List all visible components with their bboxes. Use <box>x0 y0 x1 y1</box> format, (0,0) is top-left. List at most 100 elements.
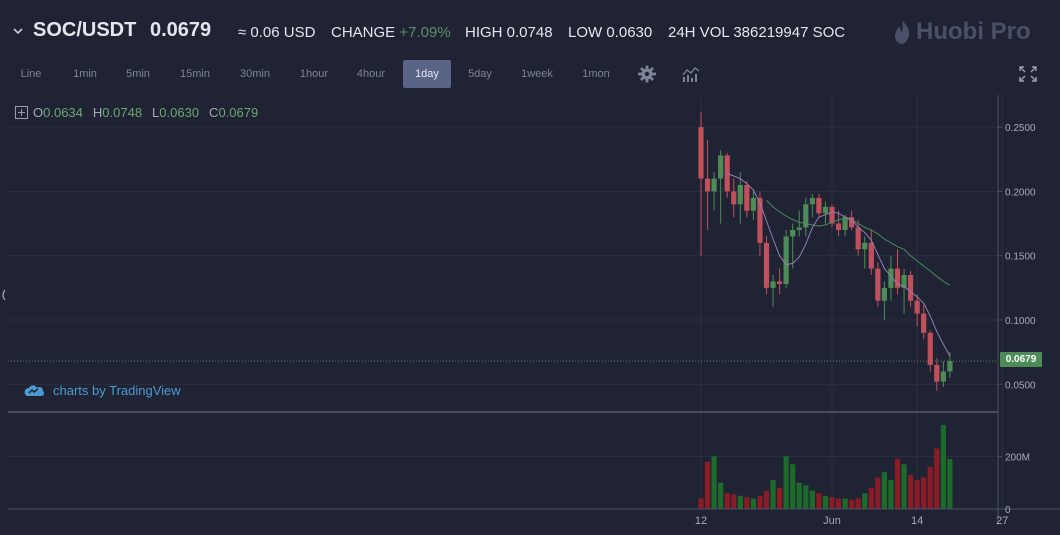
candle-body <box>704 178 711 192</box>
candle-body <box>731 191 737 205</box>
axes: 0.0500 0.1000 0.1500 0.2000 0.2500 0 200M 12 Jun… <box>8 95 1060 527</box>
candle-body <box>763 242 770 288</box>
candle-body <box>822 206 829 214</box>
volume-bar <box>796 482 802 509</box>
interval-5min[interactable]: 5min <box>126 68 150 80</box>
interval-1mon[interactable]: 1mon <box>582 68 610 80</box>
candle-body <box>803 204 809 228</box>
indicators-icon[interactable] <box>681 65 701 83</box>
volume-bar <box>809 490 815 509</box>
ma-fast-line <box>727 172 951 357</box>
time-tick-label: 27 <box>996 515 1008 527</box>
brand-name: Huobi Pro <box>916 18 1031 45</box>
candle-body <box>947 361 953 372</box>
high-label: H <box>92 105 103 120</box>
volume-bar <box>868 487 874 509</box>
vol-value: 386219947 SOC <box>733 24 846 41</box>
pair-symbol[interactable]: SOC/USDT <box>33 19 137 41</box>
volume-tick-label: 200M <box>1005 452 1030 463</box>
flame-icon <box>895 20 910 44</box>
candle-body <box>770 281 776 288</box>
expand-plus-icon[interactable] <box>15 106 28 119</box>
candle-body <box>718 155 724 179</box>
volume-bar <box>790 464 796 509</box>
volume-bar <box>803 485 809 509</box>
ohlc-legend: O 0.0634 H 0.0748 L 0.0630 C 0.0679 <box>15 105 258 120</box>
candle-body <box>777 281 783 284</box>
ma-slow-line <box>766 200 951 286</box>
close-value: 0.0679 <box>218 105 259 120</box>
candle-body <box>934 365 940 382</box>
last-price-badge: 0.0679 <box>1000 352 1042 367</box>
low-value: 0.0630 <box>606 24 653 41</box>
interval-4hour[interactable]: 4hour <box>356 68 386 80</box>
volume-bar <box>829 497 835 509</box>
candle-body <box>809 197 815 205</box>
candle-body <box>868 242 874 269</box>
interval-1min[interactable]: 1min <box>73 68 97 80</box>
time-tick-label: 14 <box>911 515 923 527</box>
price-chart[interactable]: 0.0500 0.1000 0.1500 0.2000 0.2500 0 200M 12 Jun… <box>0 95 1060 535</box>
price-tick-label: 0.2000 <box>1005 187 1036 198</box>
usd-approx: ≈ 0.06 USD <box>238 24 316 41</box>
volume-bar <box>750 498 756 509</box>
tradingview-attribution[interactable]: charts by TradingView <box>22 382 181 398</box>
fullscreen-icon[interactable] <box>1018 65 1038 83</box>
interval-toolbar: Line 1min 5min 15min 30min 1hour 4hour 1… <box>0 60 1060 88</box>
volume-bar <box>855 498 861 509</box>
volume-bar <box>927 466 933 509</box>
volume-bar <box>737 495 743 509</box>
interval-line[interactable]: Line <box>20 68 42 80</box>
candle-body <box>757 197 763 243</box>
last-price: 0.0679 <box>150 19 212 41</box>
chevron-down-icon[interactable] <box>11 24 25 38</box>
open-value: 0.0634 <box>43 105 83 120</box>
change-label: CHANGE <box>331 24 396 41</box>
time-tick-label: 12 <box>695 515 707 527</box>
interval-5day[interactable]: 5day <box>468 68 492 80</box>
interval-1week[interactable]: 1week <box>521 68 553 80</box>
moving-averages <box>8 172 998 362</box>
interval-15min[interactable]: 15min <box>180 68 210 80</box>
low-label: L <box>152 105 160 120</box>
candle-body <box>737 185 743 205</box>
candle-body <box>750 197 756 211</box>
volume-bar <box>757 495 763 509</box>
volume-bar <box>888 480 894 509</box>
candle-body <box>816 197 822 214</box>
open-label: O <box>33 105 44 120</box>
interval-1hour[interactable]: 1hour <box>299 68 329 80</box>
candle-body <box>783 236 789 284</box>
candle-body <box>940 371 946 382</box>
tradingview-label: charts by TradingView <box>53 382 181 398</box>
candle-body <box>796 227 802 230</box>
candle-body <box>888 268 894 288</box>
huobi-logo: Huobi Pro <box>892 16 1031 48</box>
interval-1day[interactable]: 1day <box>403 60 451 88</box>
volume-bar <box>914 480 920 509</box>
volume-bar <box>770 480 776 509</box>
candle-body <box>744 185 750 211</box>
cloud-icon <box>24 385 45 396</box>
low-stat: LOW 0.0630 <box>568 24 652 41</box>
settings-gear-icon[interactable] <box>637 65 657 83</box>
candle-body <box>908 275 914 301</box>
candles <box>698 111 953 391</box>
candle-body <box>711 178 717 192</box>
side-panel-handle[interactable] <box>0 289 6 301</box>
price-tick-label: 0.1500 <box>1005 252 1036 263</box>
candle-body <box>790 230 796 237</box>
volume-bars <box>698 424 953 509</box>
low-label: LOW <box>568 24 603 41</box>
volume-bar <box>901 464 907 509</box>
volume-bar <box>822 495 829 509</box>
volume-bar <box>777 487 783 509</box>
change-value: +7.09% <box>399 24 451 41</box>
volume-bar <box>704 461 711 509</box>
price-tick-label: 0.1000 <box>1005 316 1036 327</box>
volume-bar <box>875 477 881 509</box>
price-tick-label: 0.2500 <box>1005 123 1036 134</box>
volume-bar <box>849 499 855 509</box>
volume-bar <box>744 497 750 509</box>
interval-30min[interactable]: 30min <box>240 68 270 80</box>
